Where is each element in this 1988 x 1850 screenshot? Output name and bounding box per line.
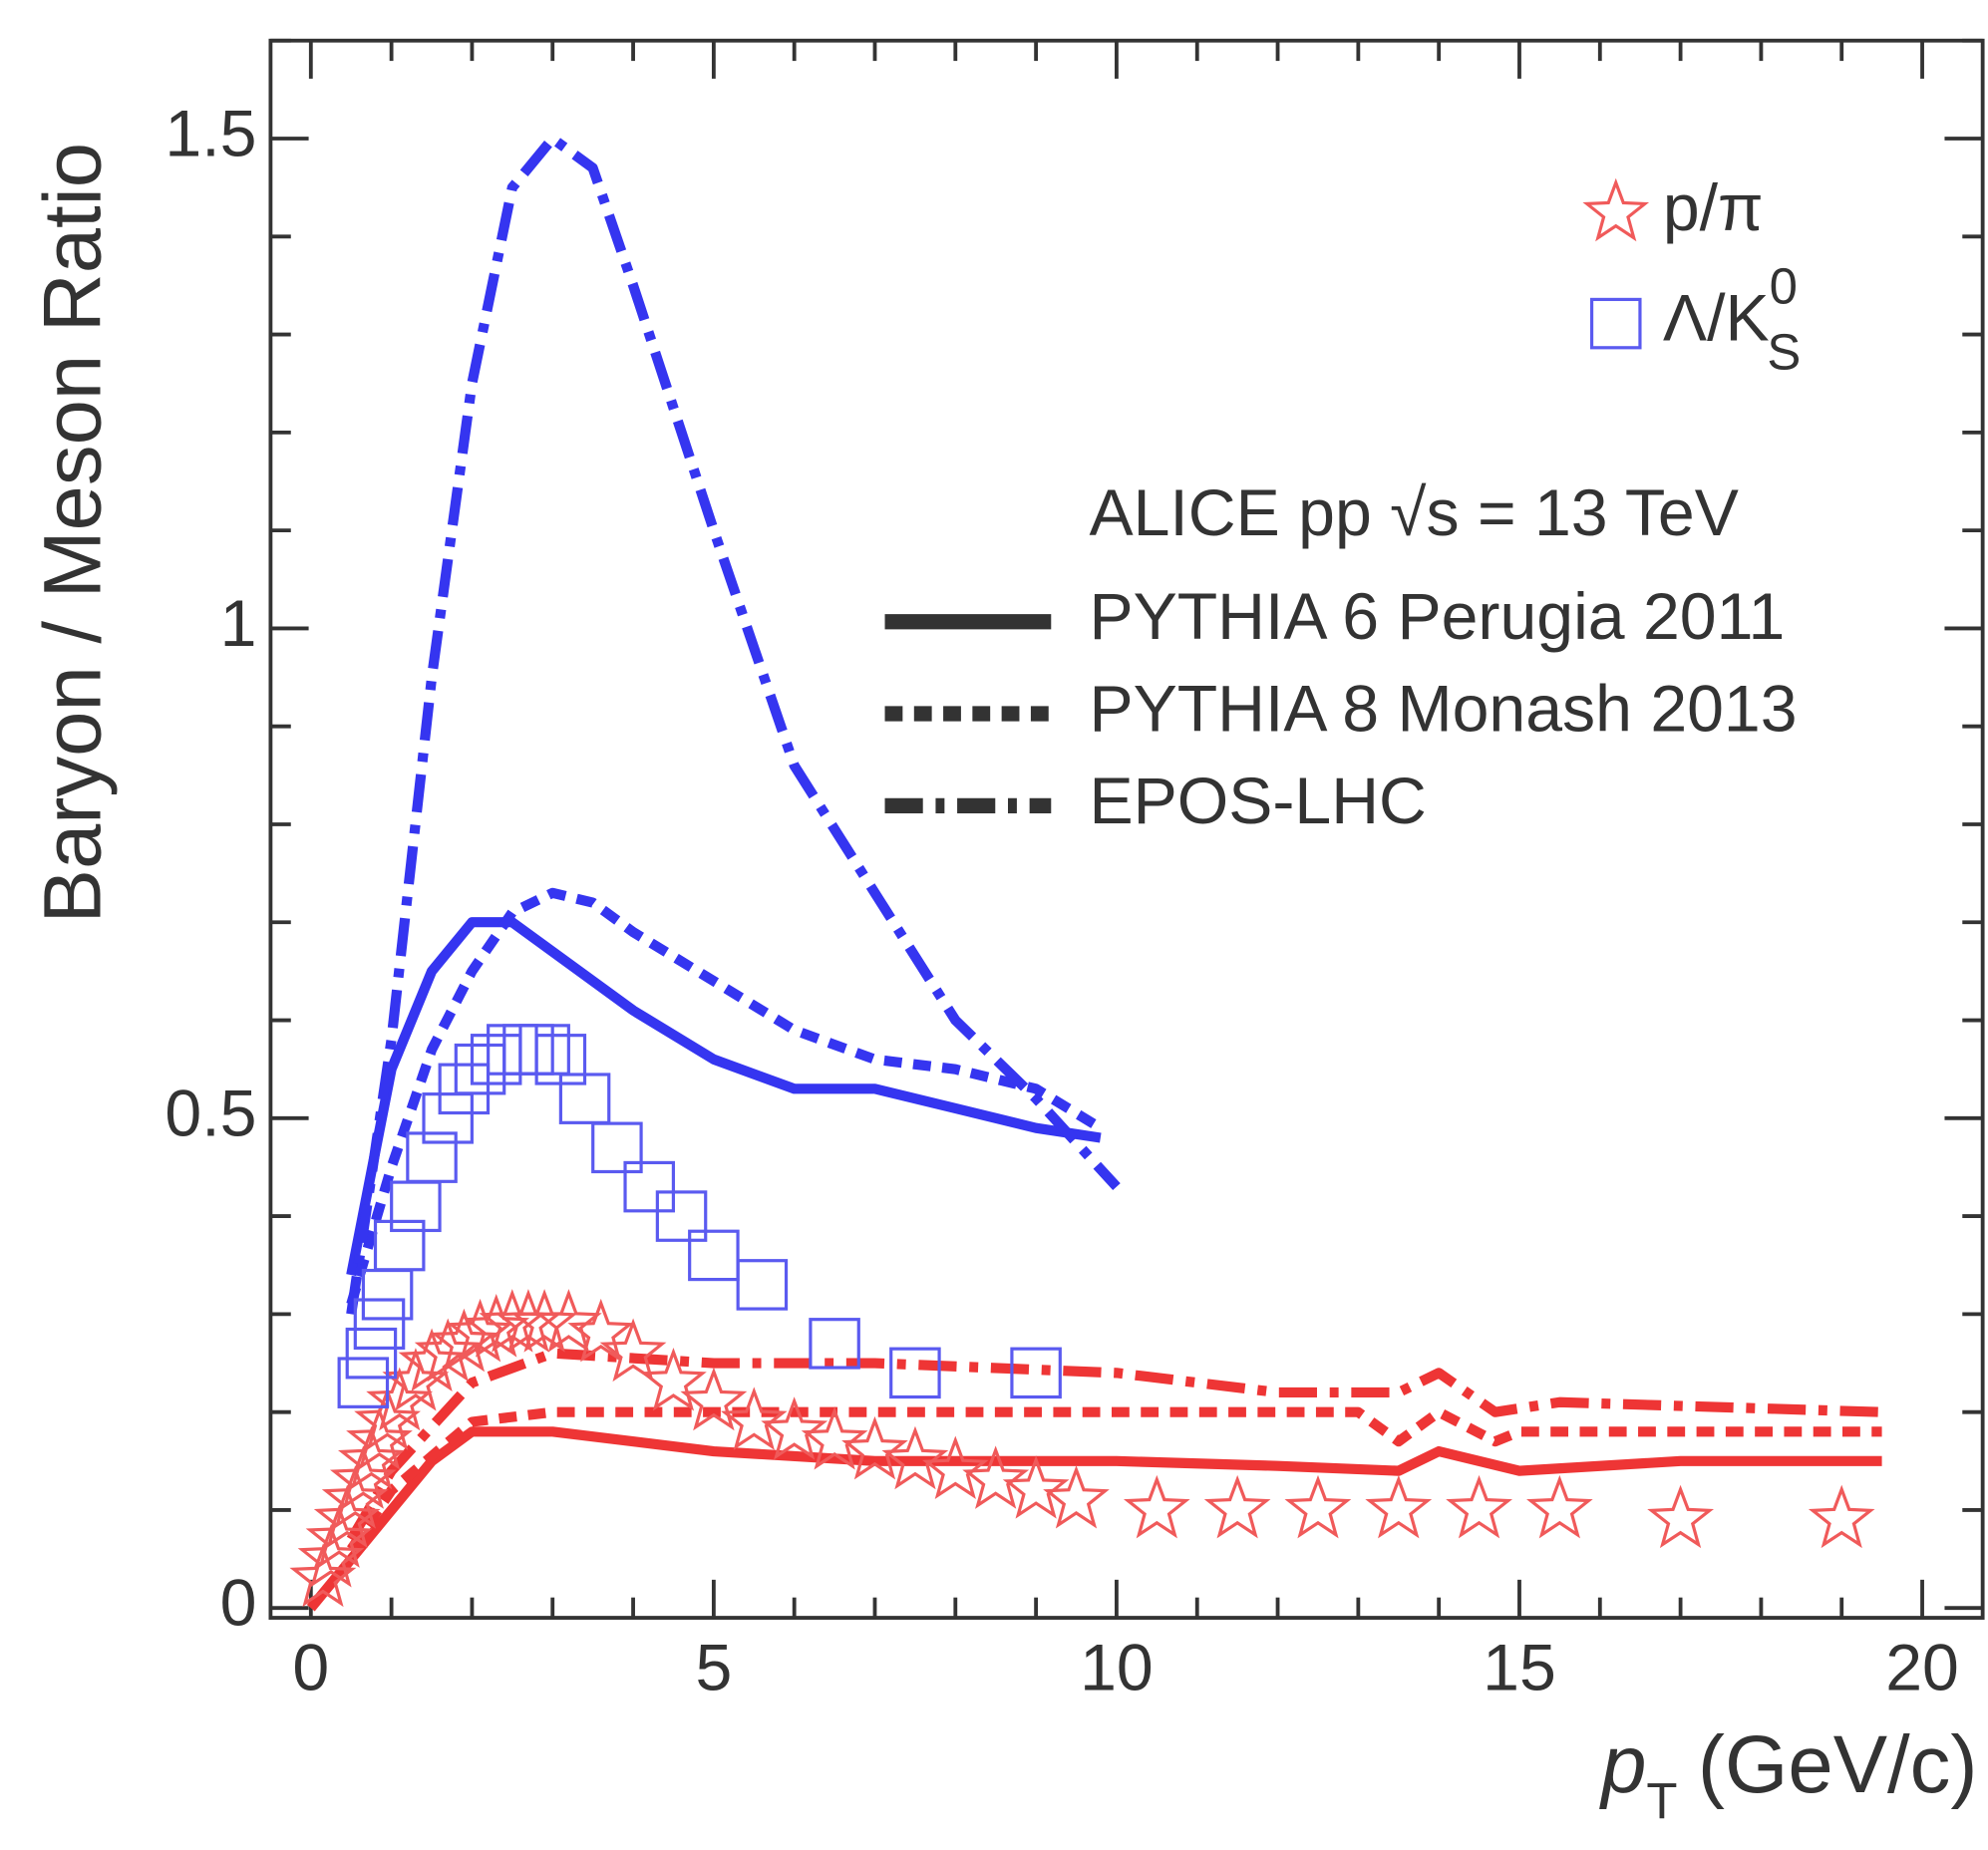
data-point xyxy=(921,1435,989,1499)
data-point xyxy=(345,1327,398,1380)
data-point xyxy=(720,1387,788,1450)
data-point xyxy=(502,1024,554,1076)
legend-sup: 0 xyxy=(1770,258,1798,315)
model-curve xyxy=(346,887,1104,1306)
data-point xyxy=(1582,177,1650,242)
x-label-sub: T xyxy=(1646,1773,1677,1830)
data-point xyxy=(801,1405,868,1470)
legend-name: p/π xyxy=(1663,171,1764,245)
legend-label: EPOS-LHC xyxy=(1089,765,1426,838)
data-point xyxy=(1284,1474,1352,1539)
x-label-var: p xyxy=(1598,1718,1646,1809)
model-curve xyxy=(346,1348,1882,1542)
model-curve xyxy=(346,917,1102,1277)
data-point xyxy=(567,1298,635,1363)
data-point xyxy=(398,1328,466,1391)
data-point xyxy=(1043,1465,1110,1529)
data-point xyxy=(591,1121,643,1174)
data-point xyxy=(688,1229,740,1282)
legend-name: Λ/K xyxy=(1663,282,1770,356)
legend-label: Λ/K0 S xyxy=(1663,258,1801,381)
data-point xyxy=(414,1318,482,1383)
plot-frame xyxy=(268,38,1985,1620)
x-tick-label: 0 xyxy=(292,1631,329,1704)
y-tick-label: 0 xyxy=(220,1567,257,1641)
data-point xyxy=(1123,1474,1190,1539)
model-curve xyxy=(347,1406,1882,1553)
data-point xyxy=(962,1445,1030,1509)
data-point xyxy=(1002,1455,1070,1519)
model-curve xyxy=(346,133,1121,1316)
x-tick-label: 20 xyxy=(1885,1631,1959,1704)
legend-sub: S xyxy=(1767,324,1801,381)
data-point xyxy=(623,1160,675,1213)
data-point xyxy=(373,1219,426,1272)
data-point xyxy=(470,1034,522,1085)
data-point xyxy=(736,1259,789,1311)
data-point xyxy=(438,1063,491,1115)
data-point xyxy=(881,1425,949,1490)
data-point xyxy=(1526,1474,1593,1539)
x-tick-label: 10 xyxy=(1080,1631,1154,1704)
x-tick-label: 5 xyxy=(695,1631,732,1704)
data-point xyxy=(422,1092,474,1144)
data-point xyxy=(430,1308,497,1373)
data-point xyxy=(889,1347,941,1399)
data-point xyxy=(337,1357,390,1408)
data-point xyxy=(640,1348,707,1411)
x-tick-label: 15 xyxy=(1483,1631,1556,1704)
data-point xyxy=(761,1396,828,1460)
data-point xyxy=(1647,1484,1715,1549)
model-curve xyxy=(306,1426,1882,1612)
data-point xyxy=(390,1180,442,1233)
y-axis-label: Baryon / Meson Ratio xyxy=(28,143,119,923)
data-point xyxy=(1010,1347,1062,1399)
legend-label: PYTHIA 6 Perugia 2011 xyxy=(1089,580,1785,654)
data-point xyxy=(366,1367,434,1431)
data-point xyxy=(599,1318,667,1383)
data-point xyxy=(354,1387,421,1450)
x-label-unit: (GeV/c) xyxy=(1698,1718,1978,1809)
data-point xyxy=(487,1024,538,1076)
data-point xyxy=(809,1318,860,1370)
legend-label: p/π xyxy=(1663,171,1764,245)
data-point xyxy=(1203,1474,1271,1539)
data-point xyxy=(535,1289,602,1353)
data-point xyxy=(1365,1474,1433,1539)
data-point xyxy=(1808,1484,1875,1549)
data-point xyxy=(518,1024,570,1076)
data-point xyxy=(353,1298,406,1350)
data-point xyxy=(558,1073,611,1124)
data-point xyxy=(841,1415,908,1480)
y-tick-label: 1 xyxy=(220,587,257,661)
data-point xyxy=(1589,297,1642,350)
y-tick-label: 0.5 xyxy=(165,1077,256,1150)
data-point xyxy=(655,1190,708,1242)
annotation: ALICE pp √s = 13 TeV xyxy=(1089,476,1738,550)
y-tick-label: 1.5 xyxy=(165,97,256,170)
x-axis-label: pT (GeV/c) xyxy=(1598,1718,1977,1830)
data-point xyxy=(454,1043,506,1095)
data-point xyxy=(1446,1474,1513,1539)
data-point xyxy=(680,1367,748,1431)
data-point xyxy=(406,1131,458,1183)
data-point xyxy=(510,1289,578,1353)
legend-label: PYTHIA 8 Monash 2013 xyxy=(1089,673,1797,747)
